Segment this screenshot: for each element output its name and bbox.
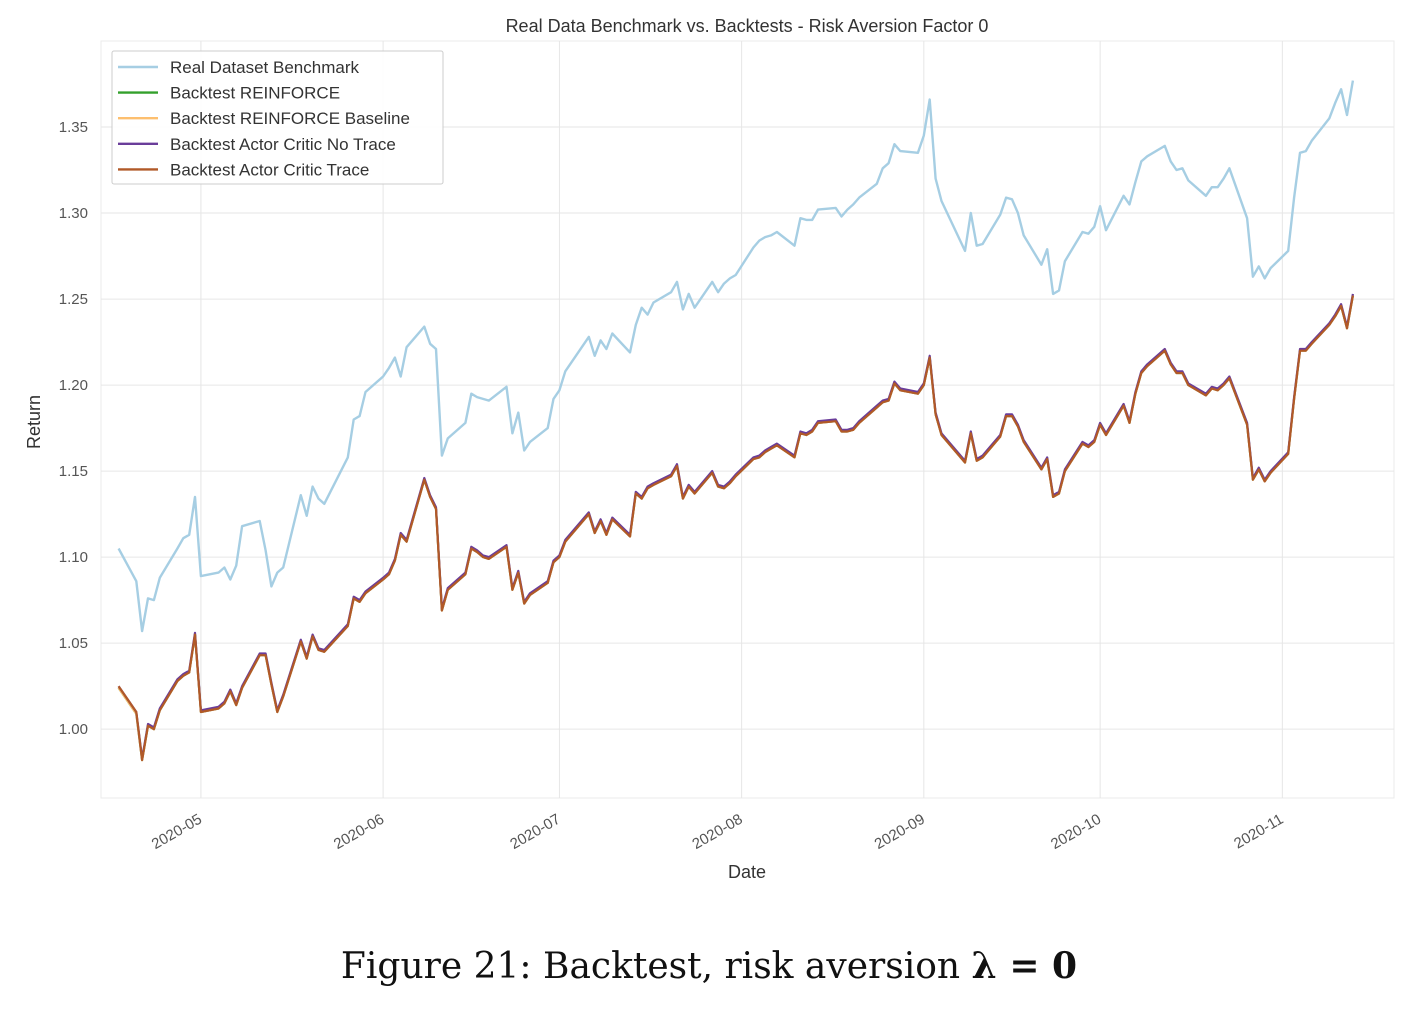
series-line-1 — [117, 80, 1355, 633]
caption-text: Figure 21: Backtest, risk aversion — [340, 946, 972, 987]
y-tick-labels: 1.00 1.05 1.10 1.15 1.20 1.25 1.30 1.35 — [59, 119, 88, 738]
x-tick-label: 2020-11 — [1231, 811, 1286, 853]
x-tick-label: 2020-10 — [1048, 811, 1104, 853]
x-tick-label: 2020-06 — [331, 811, 387, 853]
series-layer — [117, 80, 1355, 762]
x-tick-label: 2020-08 — [689, 811, 745, 853]
chart-title: Real Data Benchmark vs. Backtests - Risk… — [506, 16, 989, 36]
legend: Real Dataset Benchmark Backtest REINFORCE… — [111, 50, 444, 185]
series-line-5 — [117, 295, 1354, 762]
legend-label: Real Dataset Benchmark — [170, 58, 359, 77]
y-tick-label: 1.10 — [59, 549, 88, 566]
x-axis-label: Date — [728, 862, 766, 882]
x-tick-label: 2020-05 — [149, 811, 205, 853]
x-tick-label: 2020-09 — [872, 811, 928, 853]
legend-label: Backtest Actor Critic No Trace — [170, 135, 396, 154]
series-line-4 — [117, 293, 1354, 760]
y-tick-label: 1.20 — [59, 377, 88, 394]
legend-label: Backtest REINFORCE Baseline — [170, 109, 410, 128]
x-tick-label: 2020-07 — [507, 811, 563, 853]
legend-label: Backtest REINFORCE — [170, 84, 340, 103]
y-tick-label: 1.30 — [59, 205, 88, 222]
y-axis-label: Return — [24, 395, 44, 449]
legend-label: Backtest Actor Critic Trace — [170, 160, 369, 179]
y-tick-label: 1.35 — [59, 119, 88, 136]
y-tick-label: 1.05 — [59, 635, 88, 652]
legend-box — [111, 50, 444, 185]
chart: 1.00 1.05 1.10 1.15 1.20 1.25 1.30 1.35 2020-05… — [24, 16, 1395, 882]
x-tick-labels: 2020-05 2020-06 2020-07 2020-08 2020-09 2020-… — [149, 811, 1287, 853]
figure-caption: Figure 21: Backtest, risk aversion λ = 0 — [0, 945, 1418, 987]
y-tick-label: 1.15 — [59, 463, 88, 480]
y-tick-label: 1.25 — [59, 291, 88, 308]
caption-symbol: λ = 0 — [971, 945, 1078, 987]
y-tick-label: 1.00 — [59, 721, 88, 738]
